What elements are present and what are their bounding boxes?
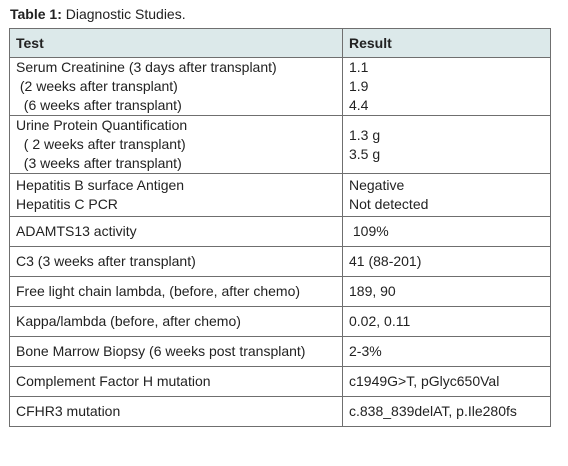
test-cell: Kappa/lambda (before, after chemo) xyxy=(9,306,343,337)
test-cell: CFHR3 mutation xyxy=(9,396,343,427)
result-line: 1.9 xyxy=(349,78,369,94)
caption-text: Diagnostic Studies. xyxy=(61,6,186,22)
result-cell: 2-3% xyxy=(342,336,551,367)
result-cell: 189, 90 xyxy=(342,276,551,307)
test-cell: Hepatitis B surface Antigen Hepatitis C … xyxy=(9,173,343,217)
test-line: (3 weeks after transplant) xyxy=(16,155,182,171)
test-cell: Urine Protein Quantification ( 2 weeks a… xyxy=(9,115,343,174)
result-cell: 0.02, 0.11 xyxy=(342,306,551,337)
result-line: Negative xyxy=(349,177,405,193)
table-row: Urine Protein Quantification ( 2 weeks a… xyxy=(9,115,551,174)
table-row: Hepatitis B surface Antigen Hepatitis C … xyxy=(9,173,551,217)
table-row: Bone Marrow Biopsy (6 weeks post transpl… xyxy=(9,336,551,367)
test-cell: Bone Marrow Biopsy (6 weeks post transpl… xyxy=(9,336,343,367)
result-cell: c.838_839delAT, p.Ile280fs xyxy=(342,396,551,427)
test-cell: ADAMTS13 activity xyxy=(9,216,343,247)
caption-label: Table 1: xyxy=(10,6,62,22)
result-line: Not detected xyxy=(349,196,429,212)
result-cell: 109% xyxy=(342,216,551,247)
result-cell: c1949G>T, pGlyc650Val xyxy=(342,366,551,397)
table-row: Kappa/lambda (before, after chemo) 0.02,… xyxy=(9,306,551,337)
header-result: Result xyxy=(342,28,551,58)
result-line: 1.1 xyxy=(349,59,369,75)
table-caption: Table 1: Diagnostic Studies. xyxy=(10,5,186,23)
table-row: Complement Factor H mutation c1949G>T, p… xyxy=(9,366,551,397)
diagnostic-studies-table: Test Result Serum Creatinine (3 days aft… xyxy=(9,28,551,427)
test-cell: C3 (3 weeks after transplant) xyxy=(9,246,343,277)
test-cell: Complement Factor H mutation xyxy=(9,366,343,397)
table-row: C3 (3 weeks after transplant) 41 (88-201… xyxy=(9,246,551,277)
test-line: Hepatitis B surface Antigen xyxy=(16,177,185,193)
test-line: Urine Protein Quantification xyxy=(16,117,188,133)
result-line: 4.4 xyxy=(349,97,369,113)
result-cell: Negative Not detected xyxy=(342,173,551,217)
test-line: Serum Creatinine (3 days after transplan… xyxy=(16,59,277,75)
result-cell: 1.3 g 3.5 g xyxy=(342,115,551,174)
test-cell: Serum Creatinine (3 days after transplan… xyxy=(9,57,343,116)
result-line: 3.5 g xyxy=(349,145,381,162)
table-row: CFHR3 mutation c.838_839delAT, p.Ile280f… xyxy=(9,396,551,427)
result-cell: 41 (88-201) xyxy=(342,246,551,277)
table-row: Serum Creatinine (3 days after transplan… xyxy=(9,57,551,116)
result-line: 109% xyxy=(349,223,389,239)
header-test: Test xyxy=(9,28,343,58)
header-row: Test Result xyxy=(9,28,551,58)
test-line: (2 weeks after transplant) xyxy=(16,78,178,94)
result-cell: 1.1 1.9 4.4 xyxy=(342,57,551,116)
test-line: (6 weeks after transplant) xyxy=(16,97,182,113)
result-line: 1.3 g xyxy=(349,126,381,143)
test-line: ( 2 weeks after transplant) xyxy=(16,136,186,152)
test-cell: Free light chain lambda, (before, after … xyxy=(9,276,343,307)
test-line: Hepatitis C PCR xyxy=(16,196,118,212)
table-row: Free light chain lambda, (before, after … xyxy=(9,276,551,307)
table-row: ADAMTS13 activity 109% xyxy=(9,216,551,247)
